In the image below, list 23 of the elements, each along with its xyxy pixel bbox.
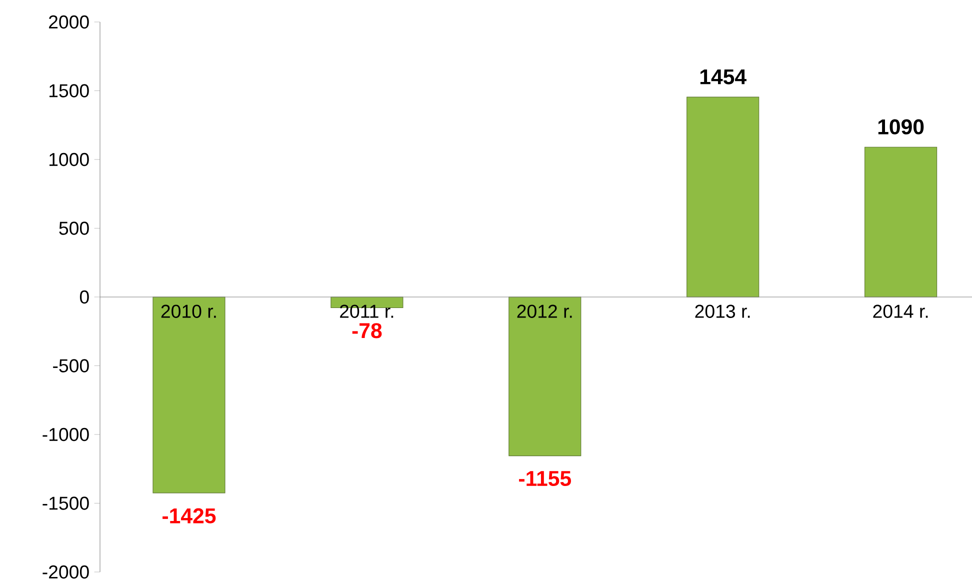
data-label: -78 xyxy=(352,323,382,338)
bar xyxy=(508,296,582,456)
data-label: -1425 xyxy=(162,508,216,524)
x-tick-label: 2013 r. xyxy=(695,304,750,318)
y-tick-label: 1000 xyxy=(50,152,89,166)
x-tick-label: 2011 r. xyxy=(340,304,394,318)
data-label: 1454 xyxy=(700,69,746,84)
bar xyxy=(864,146,938,298)
y-tick-label: 1500 xyxy=(50,84,89,98)
x-tick-label: 2012 r. xyxy=(517,304,572,318)
data-label: 1090 xyxy=(878,119,924,134)
bar xyxy=(686,96,760,298)
y-tick-label: -500 xyxy=(53,359,89,372)
y-tick-label: 0 xyxy=(80,290,89,304)
x-tick-label: 2014 r. xyxy=(873,304,928,318)
y-tick-label: 500 xyxy=(59,222,89,235)
y-tick-label: 2000 xyxy=(49,15,89,29)
y-tick-label: -2000 xyxy=(42,565,89,579)
y-tick-label: -1000 xyxy=(42,428,89,442)
bar xyxy=(152,296,226,494)
data-label: -1155 xyxy=(519,471,571,486)
y-tick-label: -1500 xyxy=(42,496,89,510)
x-tick-label: 2010 r. xyxy=(161,304,216,318)
